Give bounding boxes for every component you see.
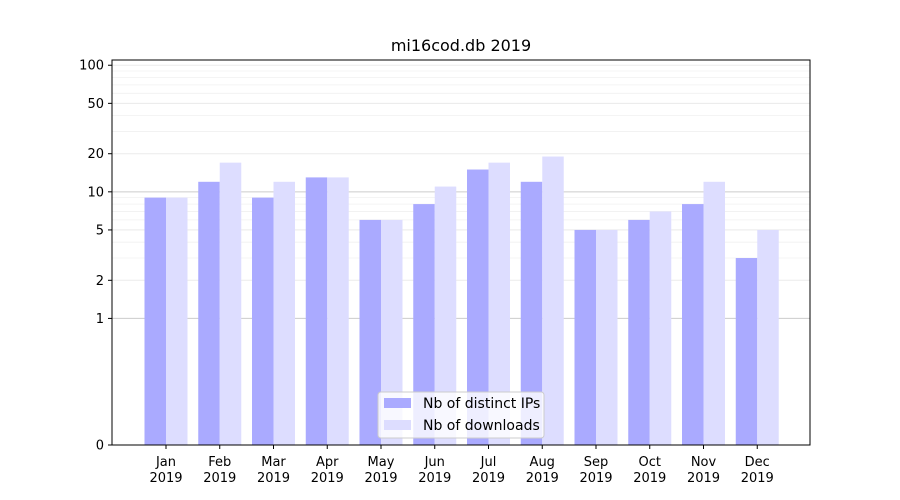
- x-tick-label-month: Nov: [691, 455, 717, 470]
- x-tick-label-year: 2019: [687, 471, 720, 486]
- bar-ips: [359, 219, 381, 445]
- x-tick-label-month: Aug: [530, 455, 555, 470]
- y-tick-label: 1: [96, 312, 104, 327]
- x-tick-label-month: May: [368, 455, 395, 470]
- bar-ips: [413, 204, 435, 445]
- bar-downloads: [434, 186, 457, 446]
- x-tick-label-year: 2019: [203, 471, 236, 486]
- x-tick-label-year: 2019: [149, 471, 182, 486]
- x-tick-label-year: 2019: [311, 471, 344, 486]
- bars: [144, 156, 779, 446]
- x-tick-label-month: Jan: [155, 455, 176, 470]
- bar-downloads: [381, 219, 403, 445]
- x-tick-label-year: 2019: [579, 471, 612, 486]
- x-tick-label-month: Feb: [208, 455, 231, 470]
- legend-swatch-ips: [384, 398, 411, 408]
- bar-downloads: [542, 156, 564, 446]
- bar-downloads: [273, 181, 295, 445]
- bar-ips: [735, 258, 758, 445]
- bar-ips: [252, 197, 274, 445]
- x-tick-label-month: Apr: [316, 455, 339, 470]
- bar-downloads: [488, 162, 510, 445]
- bar-ips: [520, 181, 543, 445]
- y-tick-label: 100: [79, 59, 104, 74]
- x-tick-label-month: Jul: [480, 455, 497, 470]
- bar-downloads: [649, 211, 672, 445]
- x-tick-label-year: 2019: [526, 471, 559, 486]
- bar-ips: [682, 204, 704, 445]
- bar-downloads: [219, 162, 242, 445]
- plot-frame: [111, 59, 811, 446]
- x-tick-label-month: Jun: [424, 455, 445, 470]
- y-tick-label: 20: [87, 147, 104, 162]
- legend-box: [377, 391, 545, 439]
- x-tick-label-year: 2019: [364, 471, 397, 486]
- legend-swatch-downloads: [384, 420, 411, 430]
- chart-title: mi16cod.db 2019: [391, 36, 531, 55]
- bar-downloads: [703, 181, 725, 445]
- y-tick-label: 10: [87, 185, 104, 200]
- bar-ips: [628, 219, 650, 445]
- bar-ips: [198, 181, 220, 445]
- x-tick-label-year: 2019: [472, 471, 505, 486]
- bar-downloads: [757, 229, 779, 445]
- bar-ips: [574, 229, 596, 445]
- bar-ips: [144, 197, 166, 445]
- legend-label-ips: Nb of distinct IPs: [423, 396, 540, 412]
- y-tick-label: 2: [96, 274, 104, 289]
- bar-downloads: [166, 197, 188, 445]
- x-tick-label-month: Oct: [639, 455, 661, 470]
- y-tick-label: 0: [96, 439, 104, 454]
- y-axis: 0 1 2 5 10 20 50 100: [79, 59, 112, 454]
- x-tick-label-year: 2019: [257, 471, 290, 486]
- x-tick-label-year: 2019: [633, 471, 666, 486]
- bar-ips: [305, 177, 328, 446]
- x-tick-label-month: Dec: [745, 455, 770, 470]
- legend: Nb of distinct IPs Nb of downloads: [377, 391, 545, 439]
- bar-downloads: [596, 229, 618, 445]
- x-tick-label-month: Sep: [584, 455, 609, 470]
- y-tick-label: 5: [96, 223, 104, 238]
- bar-ips: [467, 169, 489, 445]
- x-axis: Jan2019Feb2019Mar2019Apr2019May2019Jun20…: [149, 445, 774, 486]
- y-tick-label: 50: [87, 97, 104, 112]
- x-tick-label-month: Mar: [261, 455, 286, 470]
- bar-downloads: [327, 177, 349, 446]
- x-tick-label-year: 2019: [741, 471, 774, 486]
- x-tick-label-year: 2019: [418, 471, 451, 486]
- legend-label-downloads: Nb of downloads: [423, 418, 540, 434]
